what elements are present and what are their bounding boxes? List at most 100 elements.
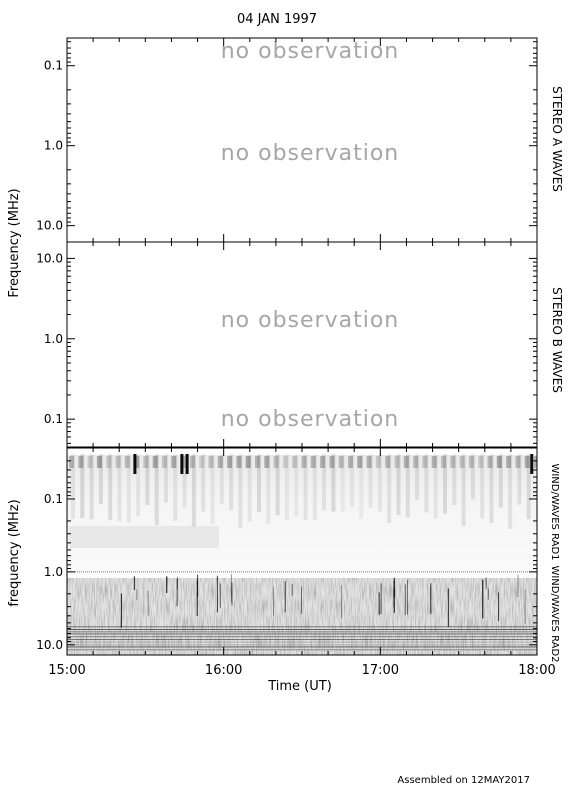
rad1-top-emission xyxy=(292,456,298,468)
rad1-striation xyxy=(257,454,261,513)
rad1-striation xyxy=(443,454,447,514)
rad1-top-emission xyxy=(189,456,195,468)
wind-spectrogram-marks xyxy=(67,454,537,651)
rad1-top-emission xyxy=(348,456,353,468)
rad1-top-emission xyxy=(96,456,102,468)
rad1-top-emission xyxy=(282,456,288,468)
rad1-striation xyxy=(368,454,373,508)
rad1-top-emission xyxy=(171,456,177,468)
rad1-striation xyxy=(108,454,113,521)
rad1-striation xyxy=(219,454,224,504)
rad1-top-emission xyxy=(524,456,530,468)
rad1-top-emission xyxy=(115,456,121,468)
rad1-striation xyxy=(229,454,234,511)
stereo-a-panel-label: STEREO A WAVES xyxy=(550,86,564,192)
rad1-top-emission xyxy=(329,456,335,468)
rad1-top-emission xyxy=(422,456,428,468)
rad1-top-emission xyxy=(264,456,270,468)
rad1-striation xyxy=(489,454,494,524)
rad1-striation xyxy=(294,454,299,517)
wind-y-tick-label: 10.0 xyxy=(36,638,63,652)
type-iii-burst xyxy=(185,454,189,474)
rad1-top-emission xyxy=(441,456,446,468)
rad2-noise xyxy=(67,578,537,655)
rad1-top-emission xyxy=(450,456,456,468)
rad1-striation xyxy=(396,454,401,516)
rad1-top-emission xyxy=(366,456,372,468)
rad1-top-emission xyxy=(310,456,316,468)
wind-ticks: 0.1 1.0 10.0 15:00 16:00 17:00 18:00 xyxy=(36,447,556,678)
rad1-striation xyxy=(340,454,345,512)
rad1-striation xyxy=(526,454,531,520)
rad1-striation xyxy=(238,454,243,529)
no-observation-label: no observation xyxy=(221,308,400,333)
rad1-top-emission xyxy=(217,456,223,468)
rad1-striation xyxy=(480,454,485,519)
rad1-striation xyxy=(452,454,457,506)
rad1-striation xyxy=(424,454,429,513)
no-observation-label: no observation xyxy=(221,141,400,166)
rad1-panel-label: WIND/WAVES RAD1 xyxy=(549,463,560,560)
assembled-footer: Assembled on 12MAY2017 xyxy=(397,775,530,786)
rad1-striation xyxy=(331,454,336,512)
wind-y-tick-label: 1.0 xyxy=(44,565,63,579)
rad1-striation xyxy=(182,454,187,508)
rad1-striation xyxy=(322,454,327,511)
wind-frequency-axis-label: frequency (MHz) xyxy=(7,499,22,606)
rad1-top-emission xyxy=(496,456,502,468)
rad1-striation xyxy=(461,454,466,527)
rad1-top-emission xyxy=(87,456,93,468)
time-axis-label: Time (UT) xyxy=(267,679,332,694)
stereo-a-y-tick-label: 0.1 xyxy=(44,59,63,73)
stereo-a-y-tick-label: 10.0 xyxy=(36,219,63,233)
rad1-striation xyxy=(312,454,317,520)
rad1-top-emission xyxy=(245,456,251,468)
rad1-top-emission xyxy=(301,456,307,468)
no-observation-label: no observation xyxy=(221,39,400,64)
rad1-top-emission xyxy=(338,456,344,468)
rad1-band xyxy=(67,455,537,578)
rad1-striation xyxy=(359,454,364,520)
stereo-b-panel: no observation no observation 10.0 1.0 0.1… xyxy=(36,241,564,448)
rad1-striation xyxy=(191,454,196,527)
type-iii-burst xyxy=(133,454,137,474)
rad1-striation xyxy=(387,454,392,524)
rad1-top-emission xyxy=(255,456,260,468)
rad1-striation xyxy=(71,454,75,519)
rad1-striation xyxy=(517,454,522,505)
rad1-striation xyxy=(145,454,150,506)
rad1-top-emission xyxy=(506,456,512,468)
rad1-striation xyxy=(508,454,513,529)
rad1-striation xyxy=(126,454,131,523)
stereo-b-panel-label: STEREO B WAVES xyxy=(550,287,564,393)
rad1-top-emission xyxy=(273,456,279,468)
rad1-striation xyxy=(80,454,85,518)
stereo-b-y-tick-label: 0.1 xyxy=(44,412,63,426)
rad1-striation xyxy=(89,454,94,520)
rad1-top-emission xyxy=(431,456,437,468)
rad1-top-emission xyxy=(515,456,521,468)
rad1-top-emission xyxy=(143,456,149,468)
stereo-a-ticks: 0.1 1.0 10.0 xyxy=(36,38,538,242)
time-tick-label: 15:00 xyxy=(48,663,85,678)
rad1-striation xyxy=(201,454,206,512)
rad1-top-emission xyxy=(468,456,474,468)
rad1-top-emission xyxy=(375,456,381,468)
rad1-top-emission xyxy=(134,456,140,468)
rad1-top-emission xyxy=(227,456,233,468)
no-observation-label: no observation xyxy=(221,407,400,432)
stereo-b-y-tick-label: 10.0 xyxy=(36,251,63,265)
rad1-striation xyxy=(275,454,280,516)
time-tick-label: 17:00 xyxy=(362,663,399,678)
rad1-top-emission xyxy=(385,456,391,468)
rad1-striation xyxy=(173,454,178,521)
time-tick-label: 16:00 xyxy=(205,663,242,678)
type-iii-burst xyxy=(530,454,534,474)
rad1-top-emission xyxy=(236,456,242,468)
rad1-striation xyxy=(498,454,503,508)
rad1-top-emission xyxy=(403,456,409,468)
rad1-top-emission xyxy=(124,456,130,468)
rad1-striation xyxy=(415,454,420,500)
rad1-top-emission xyxy=(106,456,112,468)
